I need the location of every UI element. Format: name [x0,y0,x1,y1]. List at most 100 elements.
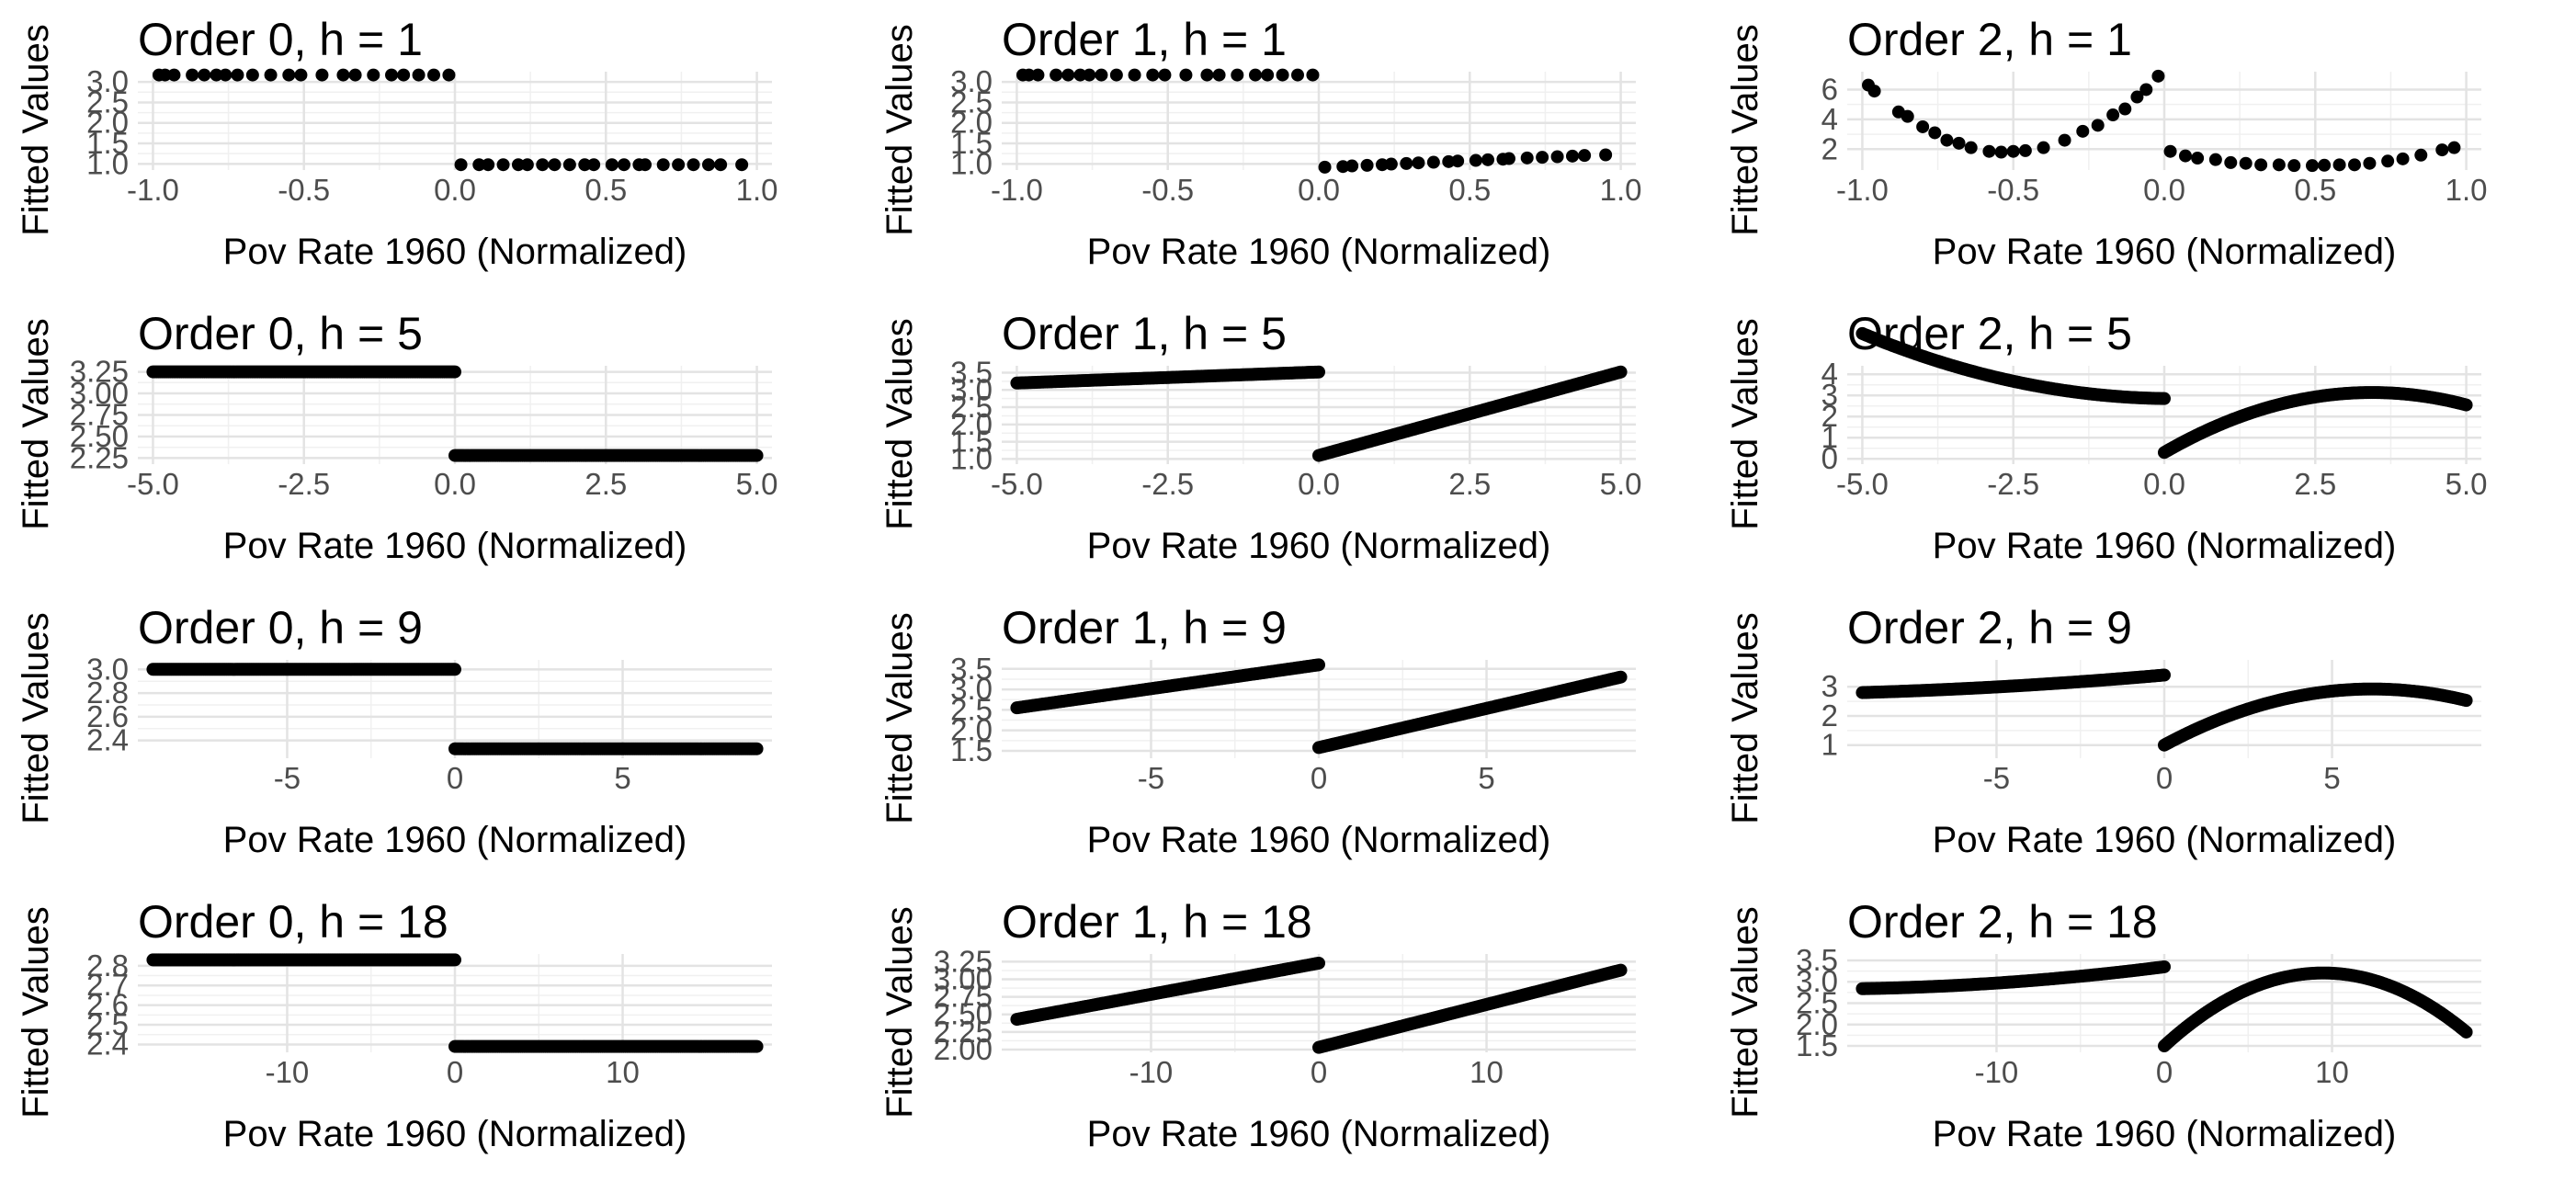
data-point [562,158,576,172]
x-tick-label: -10 [1975,1055,2019,1089]
x-tick-label: 10 [1470,1055,1504,1089]
data-point [1083,68,1096,82]
y-tick-label: 2.5 [86,1007,129,1041]
data-point [1964,141,1978,154]
x-tick-label: -2.5 [278,467,330,501]
data-point [1384,157,1398,171]
y-tick-label: 2.75 [934,980,993,1014]
chart-title: Order 0, h = 5 [138,308,423,359]
y-tick-label: 1.5 [1796,1028,1838,1062]
data-point [158,68,172,82]
y-tick-label: 2.5 [1796,986,1838,1020]
chart-title: Order 2, h = 9 [1847,602,2132,653]
data-point [2224,155,2238,169]
y-tick-label: 2.8 [86,676,129,710]
y-tick-label: 2 [1821,131,1838,165]
x-tick-label: 5 [2323,761,2340,795]
y-tick-label: 3 [1821,378,1838,412]
data-point [1451,154,1465,168]
chart-title: Order 0, h = 18 [138,896,448,948]
x-tick-label: -5 [274,761,301,795]
x-tick-label: -10 [266,1055,310,1089]
data-point [282,68,296,82]
data-point [2435,143,2449,157]
data-point [536,158,550,172]
chart-title: Order 1, h = 5 [1002,308,1287,359]
y-axis-title: Fitted Values [879,906,920,1119]
data-point [210,68,223,82]
data-point [427,68,440,82]
data-point [512,158,525,172]
data-point [294,68,308,82]
data-point [750,1039,764,1053]
data-point [2459,1025,2473,1039]
data-point [472,158,486,172]
chart-panel: -5.0 -2.5 0.0 2.5 5.0 1.0 1.5 2.0 2.5 3.0 3.5 Pov R… [864,294,1709,593]
chart-panel: -5.0 -2.5 0.0 2.5 5.0 0 1 2 3 4 Pov Rate 1960 (Nor… [1709,294,2555,593]
chart-svg: -5 0 5 123 Pov Rate 1960 (Normalized) Fitted … [1725,602,2481,860]
chart-svg: -5 0 5 1.52.02.53.03.5 Pov Rate 1960 (Normal… [879,602,1636,860]
data-point [1614,963,1628,977]
y-tick-label: 3 [1821,669,1838,703]
data-point [1312,956,1325,970]
data-point [2158,668,2171,682]
y-axis-title: Fitted Values [1725,612,1765,824]
chart-svg: -10 0 10 1.52.02.53.03.5 Pov Rate 1960 (Norm… [1725,896,2481,1154]
data-point [245,68,259,82]
data-point [702,158,715,172]
data-point [2106,108,2120,122]
chart-svg: -10 0 10 2.42.52.62.72.8 Pov Rate 1960 (Norm… [16,896,772,1154]
data-point [2348,158,2361,172]
data-point [385,68,398,82]
y-tick-label: 2.25 [70,440,129,474]
data-point [348,68,362,82]
data-point [454,158,468,172]
data-point [2158,960,2171,973]
x-tick-label: 2.5 [1448,467,1491,501]
data-point [1312,365,1325,379]
y-tick-label: 2.50 [934,997,993,1031]
data-point [2239,156,2253,170]
y-tick-label: 2.5 [950,390,993,424]
x-tick-label: 10 [606,1055,640,1089]
y-tick-label: 2.8 [86,948,129,982]
data-point [1614,670,1628,684]
x-tick-label: -0.5 [1987,173,2039,207]
y-tick-label: 2.5 [86,85,129,119]
x-tick-label: 0 [2156,1055,2173,1089]
x-axis-title: Pov Rate 1960 (Normalized) [1933,526,2397,566]
x-tick-label: -1.0 [127,173,179,207]
y-tick-label: 3.0 [950,672,993,706]
x-axis-title: Pov Rate 1960 (Normalized) [223,232,687,272]
data-point [1952,136,1966,150]
x-tick-label: -1.0 [991,173,1043,207]
x-tick-label: -10 [1129,1055,1174,1089]
data-point [1982,144,1996,158]
data-point [2191,152,2205,165]
chart-title: Order 2, h = 1 [1847,14,2132,65]
x-axis-title: Pov Rate 1960 (Normalized) [223,1114,687,1154]
data-point [2254,158,2268,172]
y-tick-label: 3.00 [70,376,129,410]
data-point [2076,124,2090,138]
y-axis-title: Fitted Values [1725,318,1765,530]
x-tick-label: 2.5 [2294,467,2336,501]
data-point [548,158,562,172]
chart-title: Order 1, h = 1 [1002,14,1287,65]
data-point [496,158,510,172]
y-axis-title: Fitted Values [879,24,920,236]
data-point [1128,68,1141,82]
data-point [2332,158,2346,172]
y-tick-label: 2.5 [950,85,993,119]
data-point [1312,658,1325,672]
x-tick-label: 0.0 [434,173,476,207]
x-tick-label: 0 [1311,1055,1327,1089]
y-tick-label: 2.6 [86,699,129,733]
y-tick-label: 3.0 [950,64,993,98]
y-tick-label: 2.75 [70,398,129,432]
x-tick-label: 0.5 [584,173,627,207]
data-point [186,68,199,82]
data-point [1940,133,1954,147]
